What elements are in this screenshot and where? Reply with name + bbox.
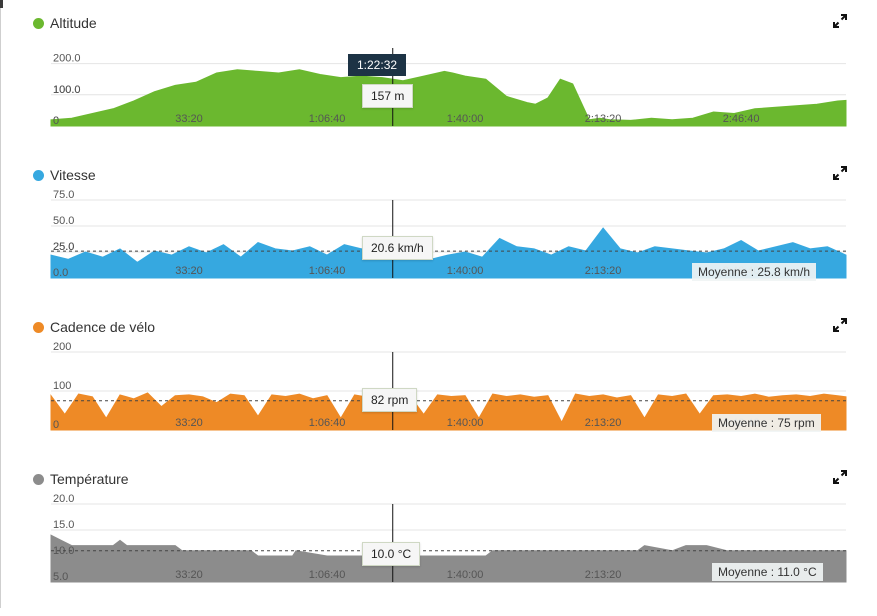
altitude-title: Altitude — [50, 15, 97, 31]
cadence-tooltip: 82 rpm — [362, 388, 418, 412]
x-tick-label: 1:40:00 — [447, 569, 484, 581]
window-edge-left — [0, 8, 1, 608]
temperature-title: Température — [50, 471, 129, 487]
cadence-panel: 2001000033:201:06:401:40:002:13:202:46:4… — [0, 304, 877, 456]
temperature-panel: 20.015.010.05.010.05.033:201:06:401:40:0… — [0, 456, 877, 608]
temperature-chart: 20.015.010.05.010.05.033:201:06:401:40:0… — [50, 493, 847, 583]
series-area — [50, 392, 847, 431]
x-tick-label: 33:20 — [175, 113, 203, 125]
temperature-legend-dot — [33, 473, 44, 485]
y-tick-label: 0 — [53, 419, 59, 431]
x-tick-label: 33:20 — [175, 417, 203, 429]
x-tick-label: 1:06:40 — [309, 569, 346, 581]
expand-icon[interactable] — [833, 470, 847, 484]
altitude-header: Altitude — [33, 14, 97, 32]
series-area — [50, 534, 847, 583]
x-tick-label: 2:13:20 — [585, 113, 622, 125]
expand-icon[interactable] — [833, 166, 847, 180]
cadence-legend-dot — [33, 321, 44, 333]
cursor-time-badge: 1:22:32 — [348, 54, 407, 76]
speed-chart: 75.050.025.00.025.00.033:201:06:401:40:0… — [50, 189, 847, 279]
expand-icon[interactable] — [833, 318, 847, 332]
y-tick-label: 75.0 — [53, 189, 74, 201]
speed-title: Vitesse — [50, 167, 96, 183]
x-tick-label: 1:06:40 — [309, 113, 346, 125]
y-tick-label: 25.0 — [53, 241, 74, 253]
x-tick-label: 2:13:20 — [585, 265, 622, 277]
temperature-average-label: Moyenne : 11.0 °C — [712, 563, 823, 581]
series-area — [50, 69, 847, 127]
speed-average-label: Moyenne : 25.8 km/h — [692, 263, 817, 281]
x-tick-label: 33:20 — [175, 569, 203, 581]
altitude-tooltip: 157 m — [362, 84, 414, 108]
x-tick-label: 33:20 — [175, 265, 203, 277]
y-tick-label: 25.0 — [53, 241, 74, 253]
altitude-chart: 200.0100.00100.0033:201:06:401:40:002:13… — [50, 48, 847, 127]
speed-legend-dot — [33, 169, 44, 181]
y-tick-label: 15.0 — [53, 519, 74, 531]
x-tick-label: 1:40:00 — [447, 265, 484, 277]
y-tick-label: 200.0 — [53, 53, 81, 65]
series-area — [50, 227, 847, 279]
speed-tooltip: 20.6 km/h — [362, 236, 433, 260]
cadence-header: Cadence de vélo — [33, 318, 155, 336]
x-tick-label: 1:06:40 — [309, 417, 346, 429]
y-tick-label: 100.0 — [53, 84, 81, 96]
altitude-panel: 200.0100.00100.0033:201:06:401:40:002:13… — [0, 0, 877, 152]
speed-header: Vitesse — [33, 166, 96, 184]
altitude-legend-dot — [33, 17, 44, 29]
y-tick-label: 100.0 — [53, 84, 81, 96]
y-tick-label: 0.0 — [53, 267, 68, 279]
y-tick-label: 5.0 — [53, 571, 68, 583]
window-edge-top — [0, 0, 3, 8]
x-tick-label: 2:13:20 — [585, 417, 622, 429]
x-tick-label: 2:13:20 — [585, 569, 622, 581]
y-tick-label: 20.0 — [53, 493, 74, 505]
temperature-tooltip: 10.0 °C — [362, 542, 421, 566]
y-tick-label: 50.0 — [53, 215, 74, 227]
x-tick-label: 1:40:00 — [447, 113, 484, 125]
cadence-title: Cadence de vélo — [50, 319, 156, 335]
y-tick-label: 0 — [53, 115, 59, 127]
x-tick-label: 1:40:00 — [447, 417, 484, 429]
x-tick-label: 2:46:40 — [723, 113, 760, 125]
cadence-average-label: Moyenne : 75 rpm — [712, 414, 821, 432]
y-tick-label: 100 — [53, 380, 71, 392]
speed-panel: 75.050.025.00.025.00.033:201:06:401:40:0… — [0, 152, 877, 304]
y-tick-label: 200 — [53, 341, 71, 353]
expand-icon[interactable] — [833, 14, 847, 28]
x-tick-label: 1:06:40 — [309, 265, 346, 277]
temperature-header: Température — [33, 470, 129, 488]
